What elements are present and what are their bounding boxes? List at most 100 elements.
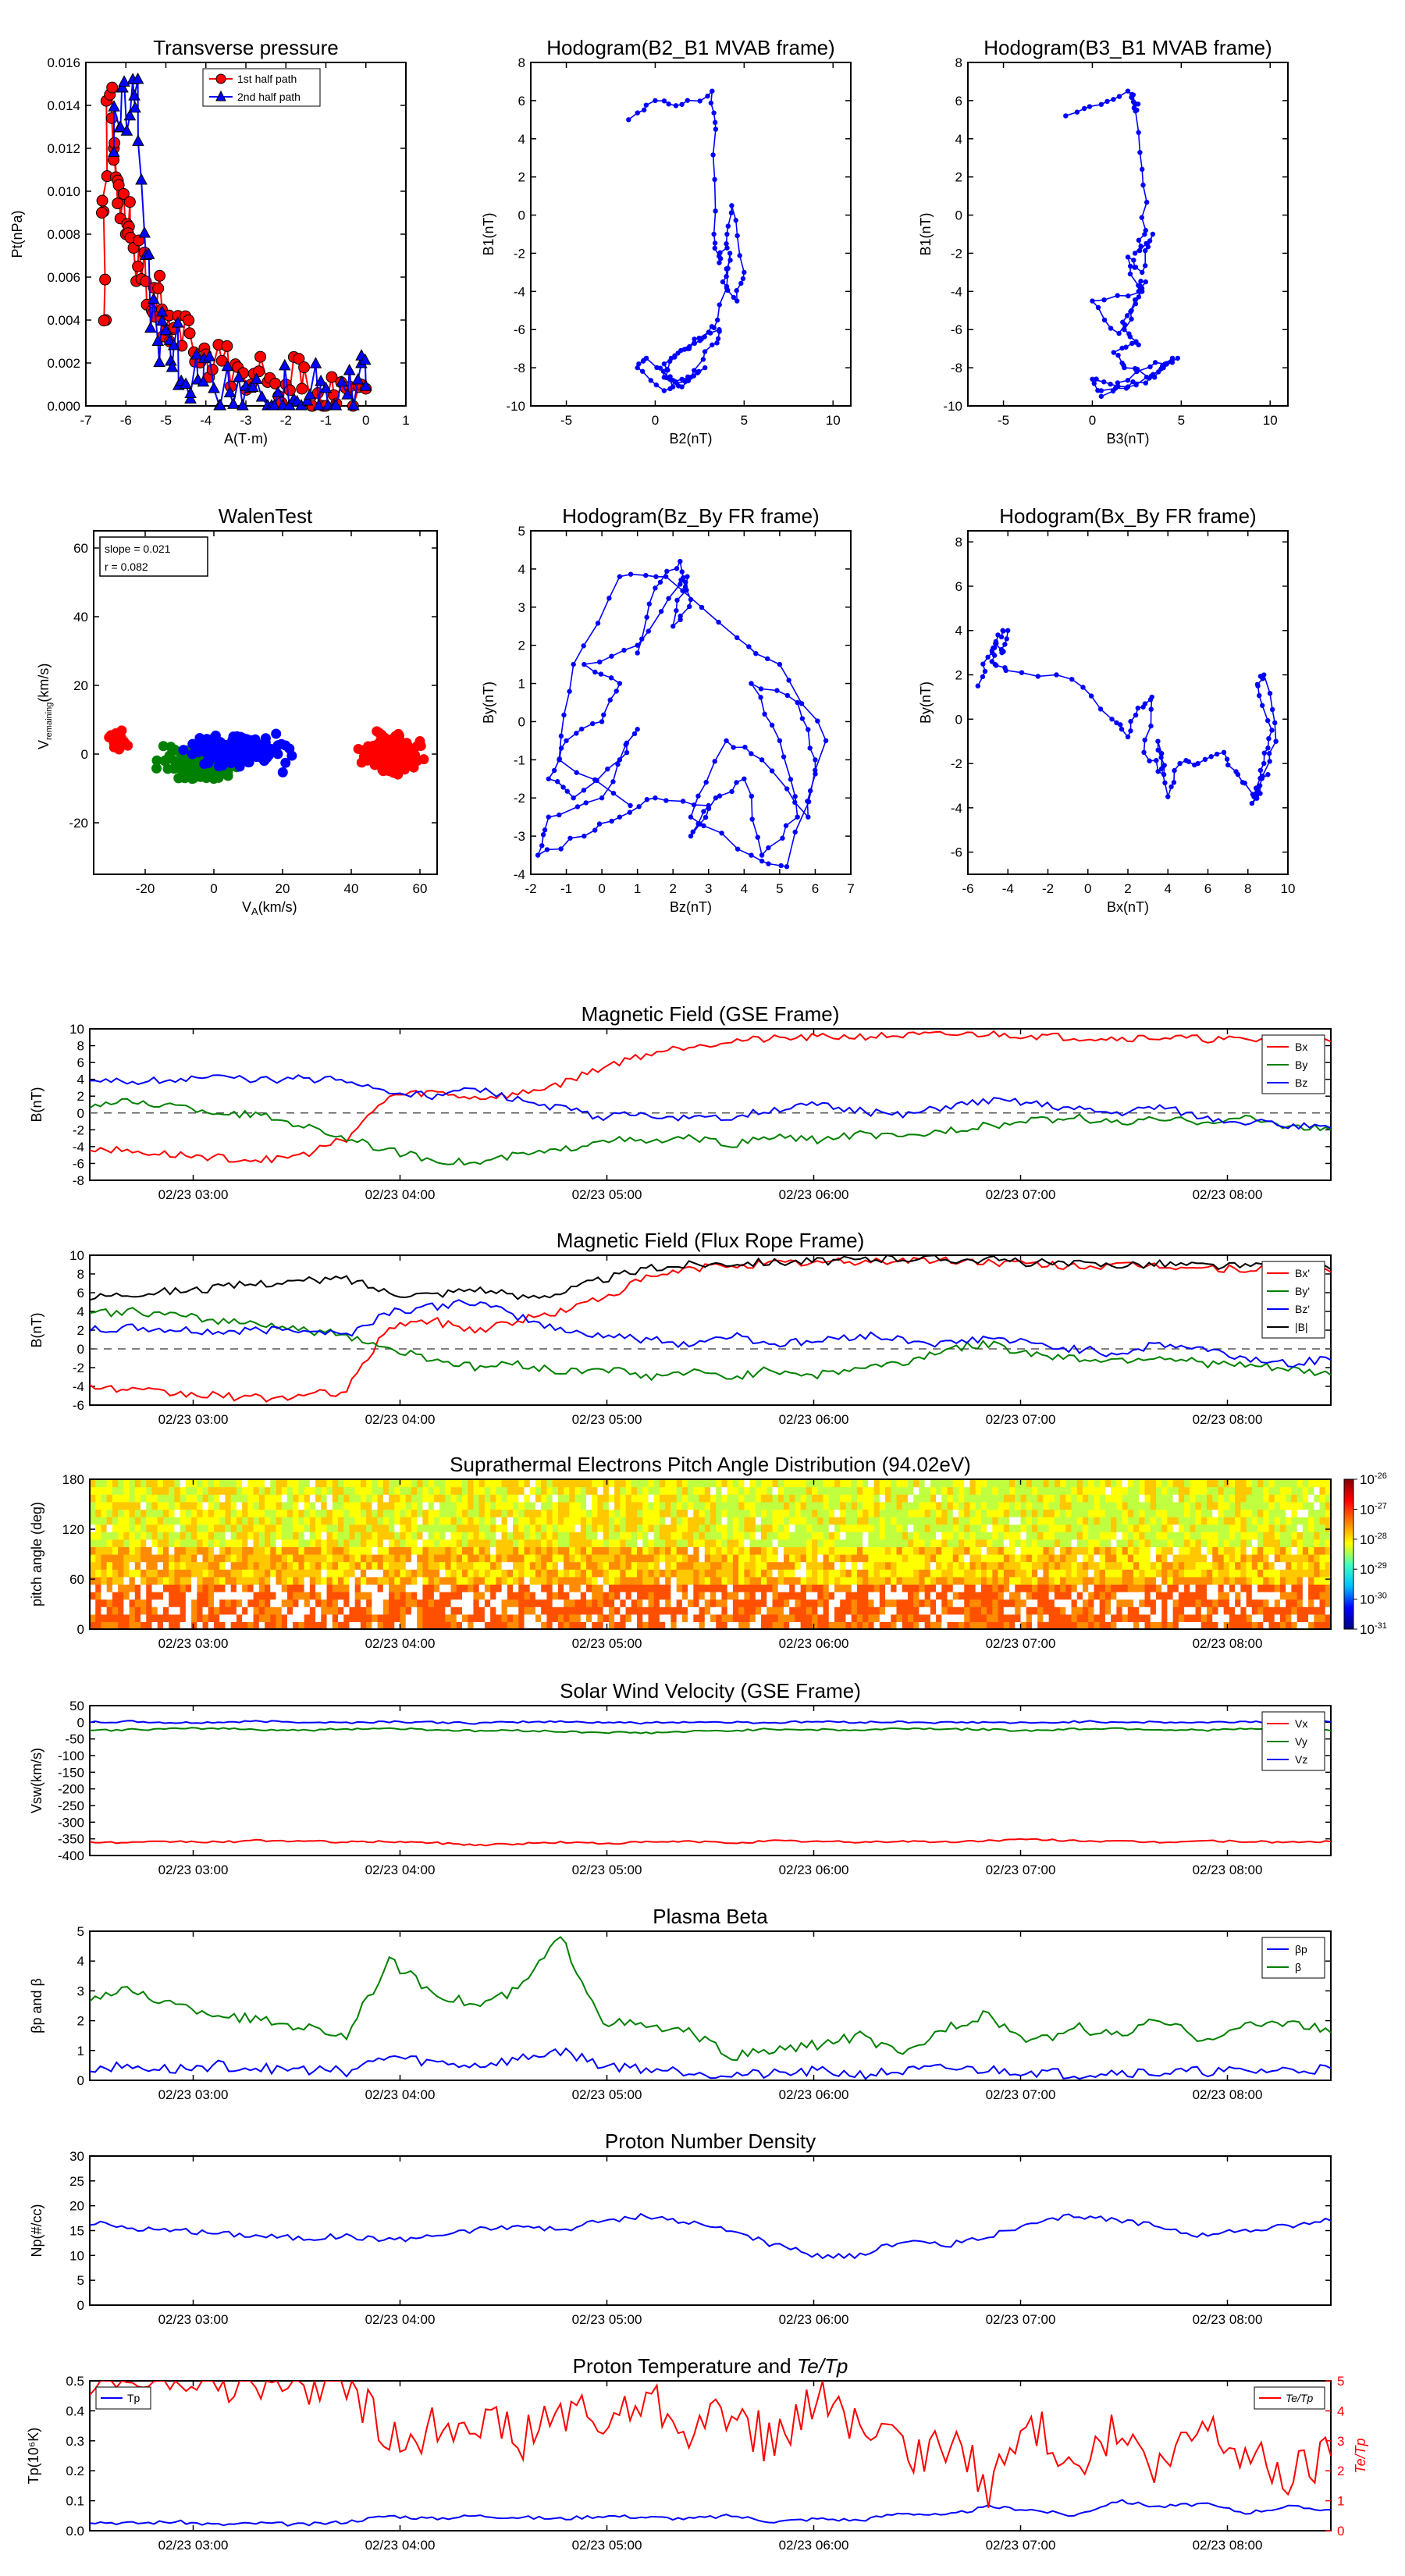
walen-point: [271, 728, 282, 739]
pad-cell: [721, 1509, 728, 1517]
pad-cell: [1003, 1509, 1010, 1517]
pad-cell: [382, 1539, 389, 1547]
pt-circle-marker: [123, 196, 136, 208]
pad-cell: [326, 1576, 333, 1585]
pad-cell: [856, 1569, 863, 1578]
pad-cell: [767, 1606, 774, 1615]
pad-cell: [377, 1561, 384, 1570]
pad-cell: [569, 1614, 576, 1622]
pad-cell: [118, 1554, 124, 1563]
h4-data-point: [1080, 685, 1086, 690]
pad-cell: [276, 1606, 283, 1615]
h3-data-point: [581, 643, 586, 649]
pad-cell: [637, 1569, 643, 1578]
bfr-legend-label: Bx': [1295, 1267, 1310, 1279]
pad-cell: [574, 1509, 582, 1517]
pad-cell: [518, 1546, 525, 1555]
h2-data-point: [1139, 215, 1145, 220]
pad-cell: [332, 1509, 339, 1517]
pad-cell: [777, 1532, 784, 1540]
pad-cell: [1015, 1576, 1022, 1585]
h1-ytick-label: 6: [518, 94, 525, 109]
pad-cell: [309, 1517, 316, 1525]
pad-cell: [952, 1486, 959, 1495]
pad-cell: [834, 1606, 841, 1615]
pad-cell: [309, 1554, 316, 1563]
pad-cell: [552, 1524, 559, 1532]
pad-cell: [400, 1509, 407, 1517]
pad-cell: [755, 1546, 762, 1555]
pad-cell: [586, 1621, 592, 1630]
h2-data-point: [1147, 238, 1153, 244]
pad-cell: [95, 1561, 102, 1570]
pad-cell: [936, 1524, 942, 1532]
pad-cell: [851, 1524, 858, 1532]
pad-cell: [411, 1532, 418, 1540]
pad-cell: [924, 1494, 931, 1503]
h2-data-point: [1090, 298, 1095, 304]
pad-cell: [157, 1606, 164, 1615]
pad-cell: [242, 1599, 248, 1607]
pad-cell: [879, 1621, 886, 1630]
walen-xlabel-unit: (km/s): [258, 899, 297, 915]
pad-cell: [681, 1546, 688, 1555]
pad-cell: [767, 1592, 774, 1600]
pad-cell: [208, 1539, 215, 1547]
pt-triangle-marker: [250, 372, 263, 384]
pad-cell: [716, 1524, 723, 1532]
pad-cell: [603, 1592, 610, 1600]
pad-cell: [749, 1494, 756, 1503]
pad-cell: [964, 1509, 971, 1517]
pad-cell: [496, 1494, 503, 1503]
pad-cell: [1031, 1569, 1038, 1578]
pad-cell: [569, 1599, 576, 1607]
pad-cell: [840, 1509, 847, 1517]
pad-cell: [417, 1517, 424, 1525]
h1-panel: Hodogram(B2_B1 MVAB frame)-5 0 5 10-10-8-6-…: [481, 36, 852, 447]
pad-cell: [681, 1509, 688, 1517]
h4-data-point: [1257, 767, 1264, 774]
pad-cell: [896, 1486, 903, 1495]
pad-cell: [845, 1494, 852, 1503]
pad-cell: [812, 1539, 818, 1547]
bfr-legend-label: Bz': [1295, 1303, 1310, 1315]
h2-xtick-label: 5: [1178, 413, 1185, 428]
pad-cell: [919, 1576, 926, 1585]
pad-cell: [394, 1509, 401, 1517]
pad-cell: [191, 1561, 197, 1570]
pad-cell: [276, 1532, 283, 1540]
pad-cell: [648, 1509, 655, 1517]
pad-cell: [546, 1517, 553, 1525]
pad-cell: [349, 1532, 356, 1540]
walen-point: [244, 757, 254, 768]
pad-cell: [265, 1524, 271, 1532]
pad-cell: [806, 1524, 813, 1532]
pad-cell: [761, 1546, 767, 1555]
pad-cell: [557, 1576, 564, 1585]
pad-cell: [230, 1509, 237, 1517]
pad-cell: [501, 1592, 508, 1600]
pad-cell: [484, 1479, 491, 1488]
pad-cell: [529, 1592, 536, 1600]
pad-cell: [1003, 1599, 1010, 1607]
pad-cell: [382, 1621, 389, 1630]
h3-data-point: [609, 653, 614, 659]
pad-cell: [507, 1524, 514, 1532]
h2-data-point: [1137, 150, 1143, 155]
pad-cell: [343, 1584, 350, 1592]
h3-data-point: [551, 767, 557, 774]
pad-cell: [90, 1606, 96, 1615]
h3-data-point: [701, 823, 706, 829]
pad-cell: [885, 1592, 891, 1600]
pad-cell: [197, 1479, 204, 1488]
pad-cell: [840, 1554, 847, 1563]
pad-cell: [326, 1494, 333, 1503]
pad-cell: [112, 1517, 119, 1525]
pad-cell: [270, 1584, 277, 1592]
pad-cell: [411, 1524, 418, 1532]
pad-cell: [417, 1532, 424, 1540]
pad-cell: [998, 1532, 1005, 1540]
pad-cell: [276, 1599, 283, 1607]
pad-cell: [614, 1501, 621, 1510]
pad-cell: [123, 1546, 130, 1555]
